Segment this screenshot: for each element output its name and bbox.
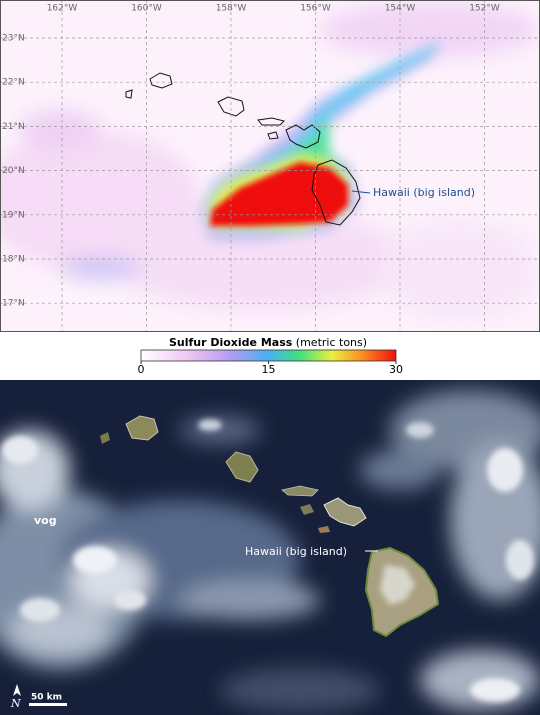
lon-label: 160°W [131,4,162,14]
graticule [0,0,540,332]
colorbar-tick-label: 15 [262,363,276,376]
north-arrow [13,684,21,696]
colorbar-tick-label: 30 [389,363,403,376]
scale-bar [29,703,67,706]
lon-label: 152°W [469,4,500,14]
so2-map: Hawaii (big island) 162°W 160°W 158°W 156°W… [0,0,540,332]
colorbar: Sulfur Dioxide Mass (metric tons) 0 15 30 [138,336,404,376]
annotation: Hawaii (big island) [373,186,475,199]
lat-label: 17°N [2,299,25,309]
island-label: Hawaii (big island) [245,545,347,558]
lon-label: 158°W [216,4,247,14]
lat-label: 21°N [2,122,25,132]
annotation-leader [351,190,371,194]
colorbar-title: Sulfur Dioxide Mass [169,336,293,349]
cloud-puffs [2,419,534,702]
north-label: N [10,697,21,710]
colorbar-caption: Sulfur Dioxide Mass (metric tons) [169,336,367,349]
colorbar-units: (metric tons) [296,336,367,349]
lon-label: 162°W [47,4,78,14]
lat-label: 22°N [2,78,25,88]
vog-label: vog [34,514,57,527]
islands [100,415,440,638]
plume-haze [0,2,540,320]
lat-label: 18°N [2,255,25,265]
lat-label: 20°N [2,166,25,176]
lon-label: 154°W [385,4,416,14]
colorbar-ramp [140,349,397,362]
lat-label: 23°N [2,34,25,44]
lon-label: 156°W [300,4,331,14]
lat-label: 19°N [2,210,25,220]
coastlines [125,72,361,226]
colorbar-tick-label: 0 [138,363,145,376]
satellite-photo: vog Hawaii (big island) N 50 km [0,380,540,715]
scale-label: 50 km [31,693,62,703]
